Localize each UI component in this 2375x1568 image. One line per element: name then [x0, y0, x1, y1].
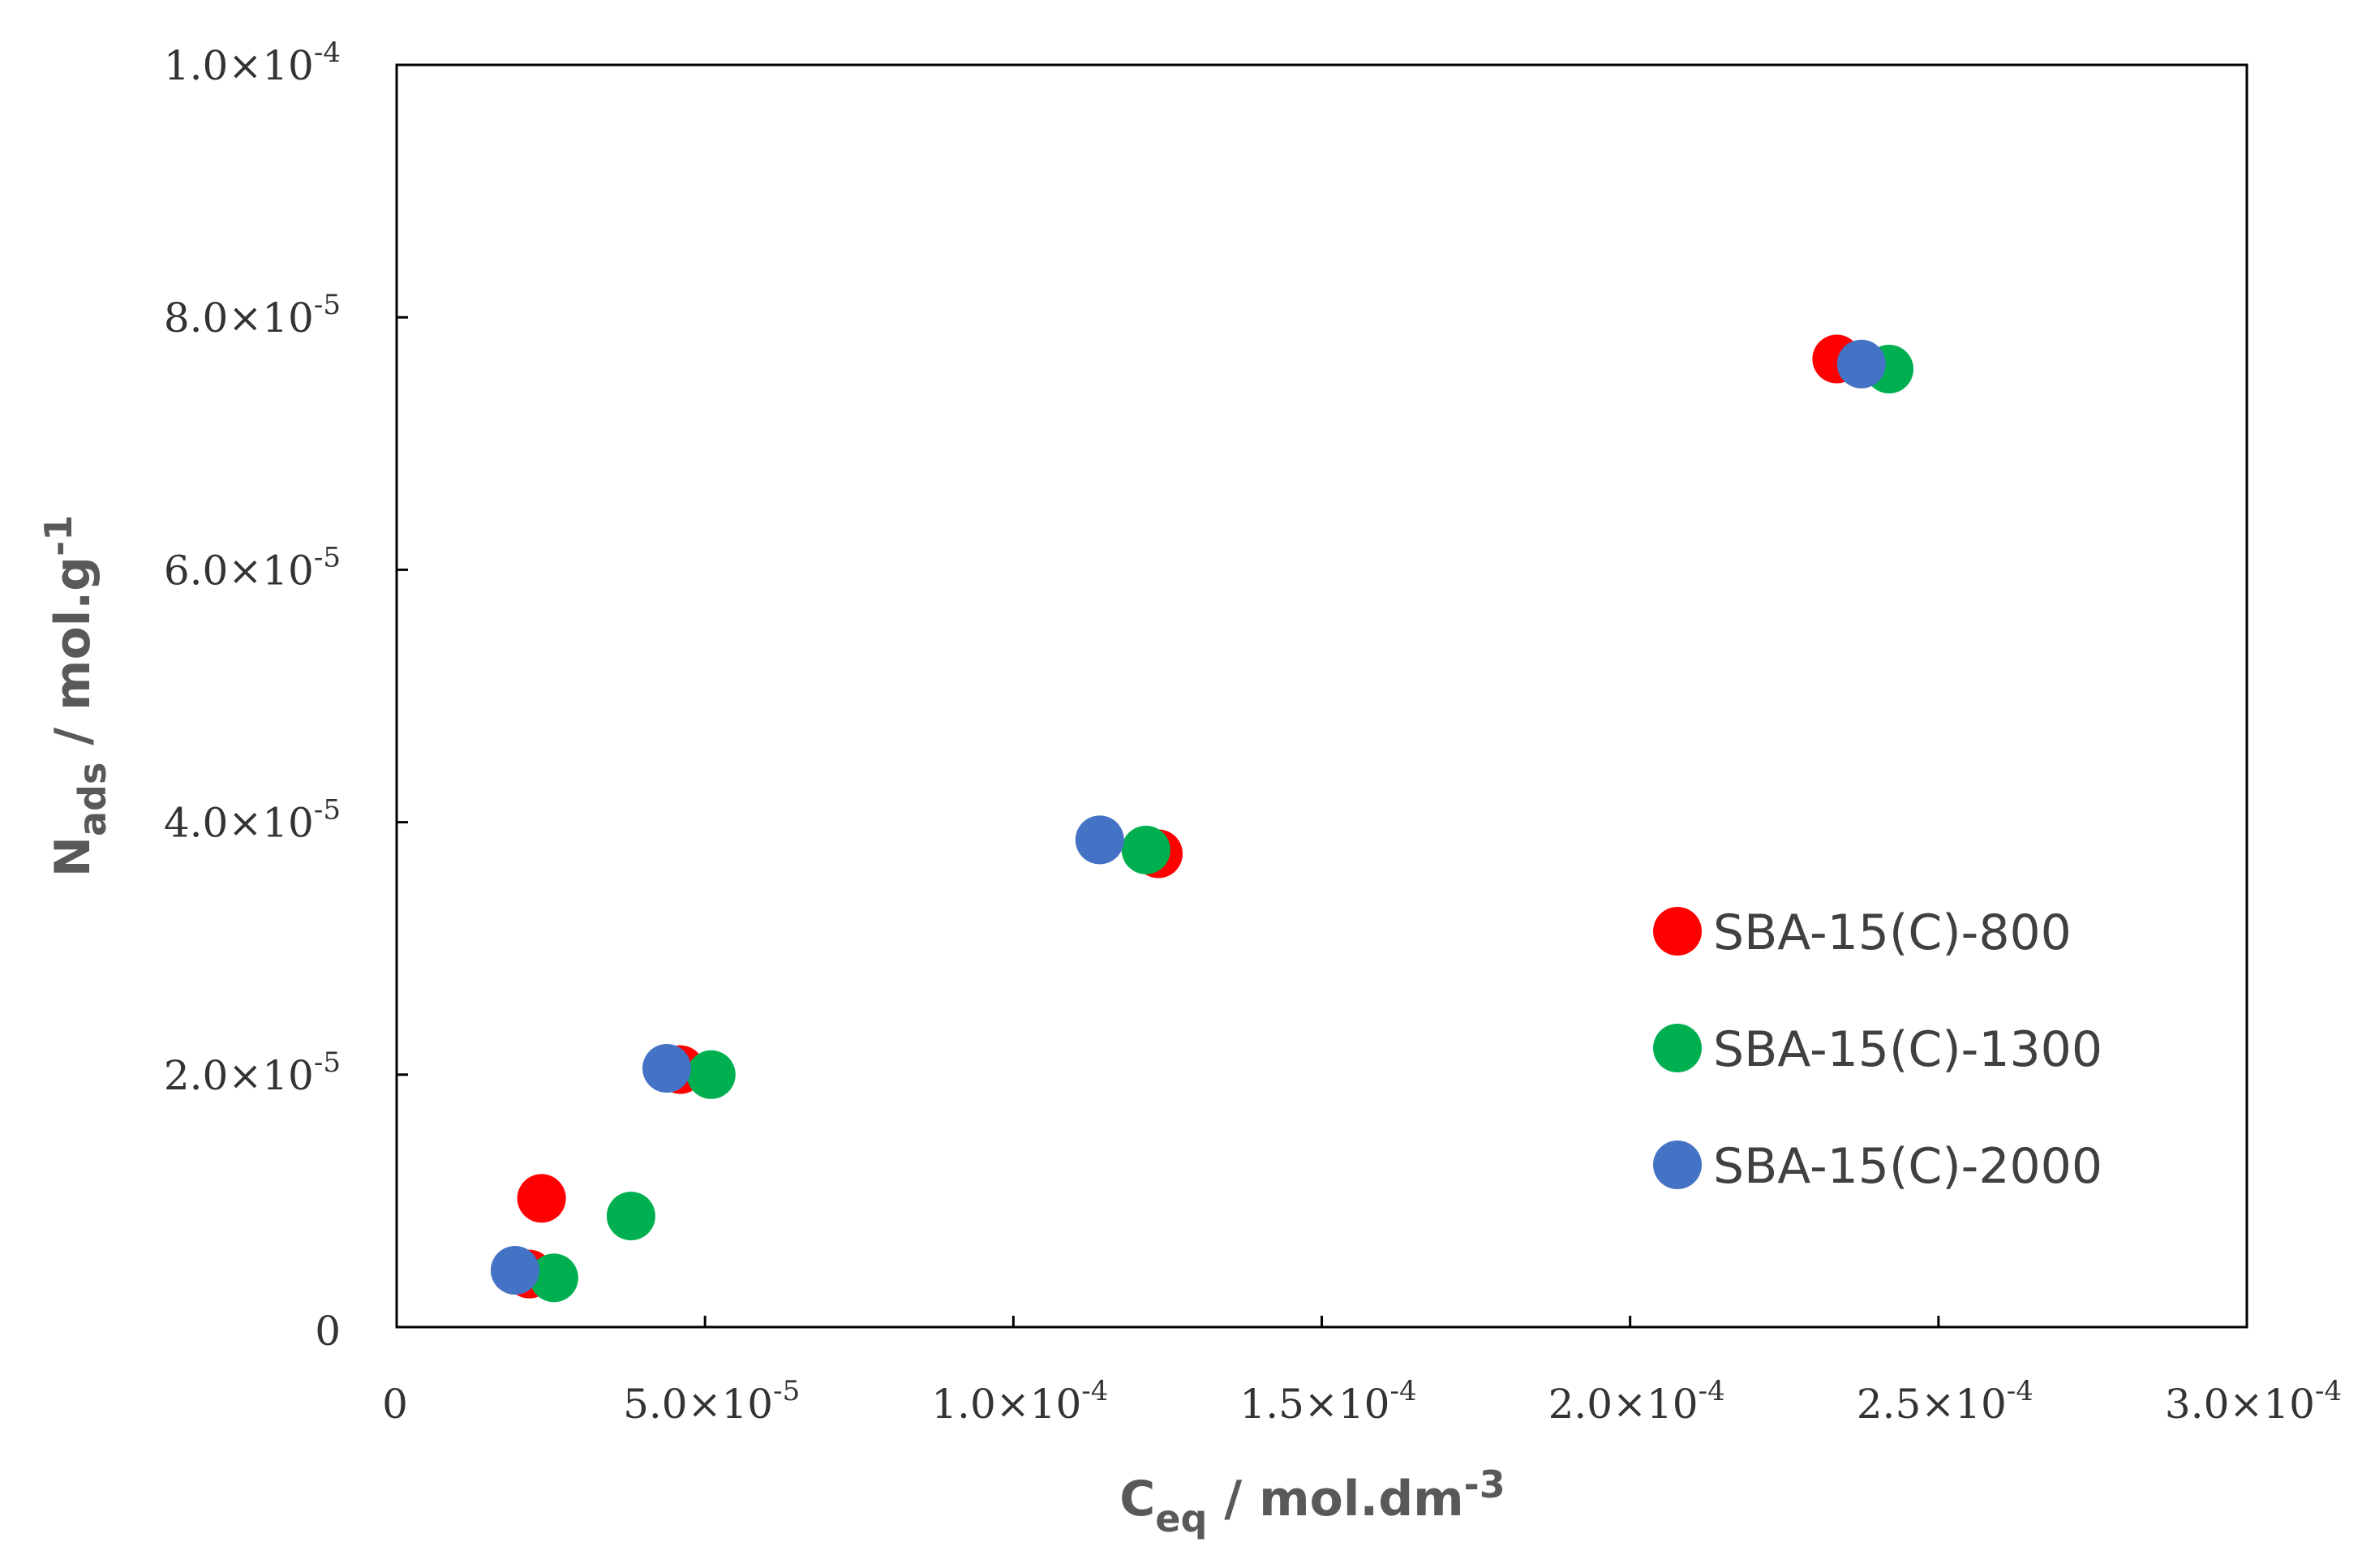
- x-tick-label-mantissa: 1.5×10: [1239, 1381, 1389, 1428]
- x-tick-label-mantissa: 1.0×10: [931, 1381, 1081, 1428]
- x-tick-labels: 0 5.0×10-5 1.0×10-4 1.5×10-4 2.0×10-4 2.5×10-…: [382, 1316, 2342, 1428]
- y-tick-label-mantissa: 8.0×10: [164, 294, 314, 342]
- data-point: [490, 1245, 539, 1295]
- data-point: [1075, 815, 1124, 865]
- x-axis-title-sup: -3: [1464, 1463, 1505, 1506]
- x-tick-label: 3.0×10-4: [2165, 1375, 2342, 1428]
- x-axis-title-main: C: [1119, 1471, 1155, 1527]
- y-tick-label: 4.0×10-5: [164, 794, 341, 847]
- x-tick-label: 2.0×10-4: [1548, 1375, 1725, 1428]
- x-tick-label-exponent: -4: [1081, 1375, 1108, 1407]
- y-tick-label: 8.0×10-5: [164, 289, 341, 342]
- data-point: [1836, 339, 1886, 389]
- data-point: [517, 1174, 566, 1223]
- x-tick-label-exponent: -4: [2007, 1375, 2034, 1407]
- y-tick-label-exponent: -5: [314, 1046, 341, 1079]
- legend-label: SBA-15(C)-1300: [1713, 1021, 2102, 1078]
- legend-item: SBA-15(C)-1300: [1653, 1021, 2102, 1078]
- y-tick-label-exponent: -5: [314, 289, 341, 321]
- x-tick-label: 2.5×10-4: [1857, 1375, 2034, 1428]
- x-tick-label-mantissa: 3.0×10: [2165, 1381, 2315, 1428]
- data-point: [642, 1044, 692, 1093]
- data-point: [529, 1253, 578, 1303]
- x-tick-label-exponent: -4: [1389, 1375, 1416, 1407]
- x-tick-label: 5.0×10-5: [623, 1375, 800, 1428]
- legend-item: SBA-15(C)-2000: [1653, 1138, 2102, 1195]
- y-tick-label: 1.0×10-4: [164, 37, 341, 89]
- data-point: [686, 1050, 736, 1099]
- x-axis-title: Ceq / mol.dm-3: [1119, 1463, 1505, 1540]
- y-tick-label-exponent: -5: [314, 541, 341, 574]
- legend: SBA-15(C)-800 SBA-15(C)-1300 SBA-15(C)-200…: [1653, 904, 2102, 1195]
- y-tick-label-mantissa: 4.0×10: [164, 800, 314, 847]
- x-axis-title-rest: / mol.dm: [1207, 1471, 1463, 1527]
- x-tick-label-exponent: -5: [773, 1375, 800, 1407]
- y-axis-title: Nads / mol.g-1: [37, 515, 114, 877]
- x-tick-label-exponent: -4: [1699, 1375, 1725, 1407]
- x-tick-label-mantissa: 5.0×10: [623, 1381, 773, 1428]
- x-tick-label: 1.0×10-4: [931, 1375, 1108, 1428]
- y-tick-label-exponent: -4: [314, 37, 341, 69]
- x-tick-label-exponent: -4: [2315, 1375, 2342, 1407]
- y-tick-labels: 02.0×10-54.0×10-56.0×10-58.0×10-51.0×10-…: [164, 37, 408, 1355]
- y-tick-label: 6.0×10-5: [164, 541, 341, 594]
- x-tick-label-mantissa: 2.5×10: [1857, 1381, 2007, 1428]
- legend-marker: [1653, 1024, 1702, 1072]
- data-points: [490, 334, 1914, 1303]
- data-point: [1121, 825, 1170, 874]
- y-tick-label-exponent: -5: [314, 794, 341, 827]
- legend-label: SBA-15(C)-2000: [1713, 1138, 2102, 1195]
- y-axis-title-sub: ads: [71, 763, 114, 836]
- y-tick-label-mantissa: 1.0×10: [164, 42, 314, 89]
- x-tick-label-mantissa: 2.0×10: [1548, 1381, 1699, 1428]
- x-tick-label: 0: [382, 1381, 408, 1428]
- y-tick-label-mantissa: 6.0×10: [164, 547, 314, 594]
- legend-marker: [1653, 907, 1702, 956]
- y-axis-title-sup: -1: [37, 515, 80, 556]
- y-tick-label: 0: [315, 1308, 341, 1355]
- legend-label: SBA-15(C)-800: [1713, 904, 2072, 961]
- y-tick-label-mantissa: 0: [315, 1308, 341, 1355]
- data-point: [606, 1192, 655, 1241]
- x-axis-title-sub: eq: [1155, 1497, 1207, 1540]
- legend-item: SBA-15(C)-800: [1653, 904, 2072, 961]
- x-tick-label-mantissa: 0: [382, 1381, 408, 1428]
- x-tick-label: 1.5×10-4: [1239, 1375, 1416, 1428]
- y-axis-title-rest: / mol.g: [45, 556, 101, 763]
- y-tick-label-mantissa: 2.0×10: [164, 1052, 314, 1099]
- y-tick-label: 2.0×10-5: [164, 1046, 341, 1099]
- legend-marker: [1653, 1141, 1702, 1189]
- y-axis-title-main: N: [45, 836, 101, 877]
